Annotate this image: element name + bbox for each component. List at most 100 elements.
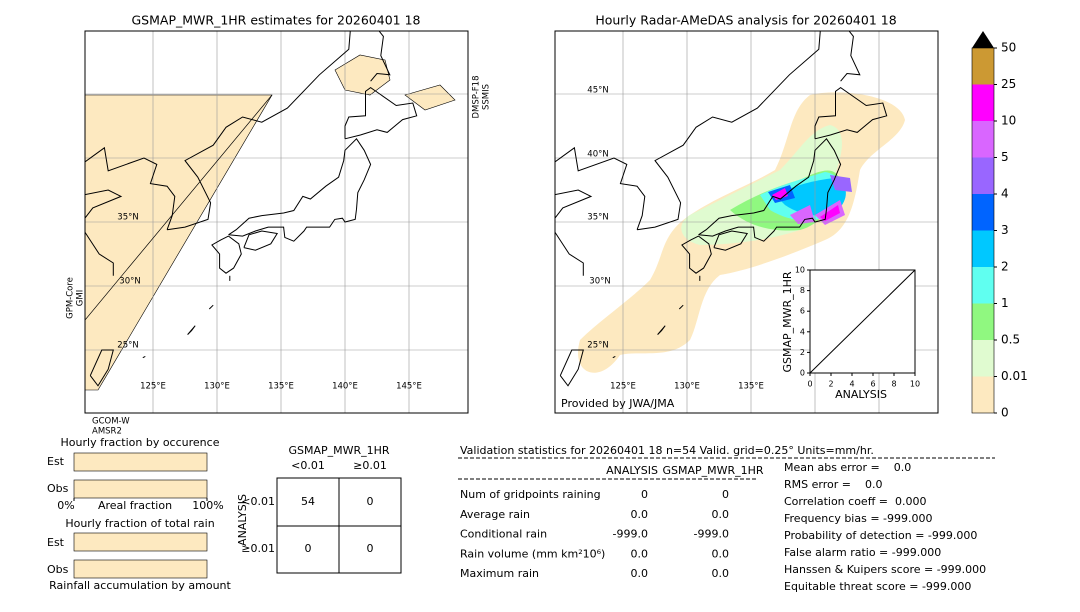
lon-label: 140°E	[332, 382, 358, 392]
fraction-box	[73, 479, 208, 499]
cell-value: 0	[367, 495, 374, 508]
lon-label: 125°E	[140, 382, 166, 392]
lat-label: 35°N	[117, 213, 138, 223]
lon-label: 135°E	[268, 382, 294, 392]
coastline	[678, 304, 684, 310]
lat-label: 35°N	[587, 213, 608, 223]
coastline	[211, 235, 242, 274]
y-tick-label: 8	[800, 286, 805, 295]
row-label: Maximum rain	[460, 567, 539, 580]
colorbar-extend	[972, 31, 994, 48]
lat-label: 40°N	[587, 150, 608, 160]
sensor-label: SSMIS	[482, 84, 492, 110]
sensor-label: DMSP-F18	[472, 76, 482, 119]
colorbar-segment	[972, 84, 994, 121]
score: Hanssen & Kuipers score = -999.000	[784, 563, 986, 576]
contingency-grid	[276, 477, 402, 574]
row-label: Est	[47, 536, 65, 549]
row-label: <0.01	[241, 495, 275, 508]
colorbar: 0 0.01 0.5 1 2 3 4 5 10 25 50	[971, 31, 1028, 420]
row-value: 0.0	[712, 508, 730, 521]
coastline	[243, 230, 279, 251]
row-value: 0	[641, 488, 648, 501]
x-tick-label: 2	[828, 380, 833, 389]
identity-line	[809, 269, 916, 374]
colorbar-tick-label: 50	[1001, 41, 1016, 55]
coastline	[637, 31, 821, 231]
table-title: GSMAP_MWR_1HR	[288, 444, 389, 457]
lon-label: 130°E	[204, 382, 230, 392]
y-tick-label: 10	[795, 266, 805, 275]
coastline	[840, 31, 861, 82]
cell-value: 54	[301, 495, 315, 508]
y-tick-label: 6	[800, 307, 805, 316]
row-label: ≥0.01	[241, 542, 275, 555]
colorbar-tick-label: 25	[1001, 77, 1016, 91]
y-tick-label: 2	[800, 348, 805, 357]
y-tick-label: 4	[800, 327, 805, 336]
colorbar-tick-label: 2	[1001, 260, 1009, 274]
score: False alarm ratio = -999.000	[784, 546, 941, 559]
y-axis-label: GSMAP_MWR_1HR	[781, 271, 794, 372]
colorbar-segment	[972, 340, 994, 377]
colorbar-tick-label: 4	[1001, 187, 1009, 201]
row-label: Average rain	[460, 508, 530, 521]
coastline	[657, 325, 666, 335]
panel-title: Hourly fraction by occurence	[61, 436, 220, 449]
score: Probability of detection = -999.000	[784, 529, 977, 542]
sensor-label: GMI	[76, 290, 86, 306]
coastline	[208, 304, 214, 310]
x-tick-label: 6	[870, 380, 875, 389]
scatter-inset: 0 2 4 6 8 10 0 2 4 6 8 10	[795, 266, 920, 389]
row-value: 0	[722, 488, 729, 501]
sensor-label: GCOM-W	[92, 417, 130, 427]
colorbar-segment	[972, 376, 994, 413]
x-axis-label: Areal fraction	[98, 499, 172, 512]
coastline	[187, 325, 196, 335]
right-map	[555, 31, 938, 413]
row-value: 0.0	[631, 508, 649, 521]
validation-table: Num of gridpoints raining 0 0 Average rain 0…	[460, 488, 729, 580]
x-tick-label: 8	[891, 380, 896, 389]
cell-value: 0	[367, 542, 374, 555]
colorbar-segment	[972, 230, 994, 267]
credit: Provided by JWA/JMA	[561, 397, 675, 410]
colorbar-tick-label: 5	[1001, 150, 1009, 164]
colorbar-segment	[972, 121, 994, 158]
lon-label: 135°E	[738, 382, 764, 392]
column-label: <0.01	[291, 459, 325, 472]
map-title: Hourly Radar-AMeDAS analysis for 2026040…	[595, 13, 896, 28]
coastline	[814, 86, 888, 140]
validation-header: Validation statistics for 20260401 18 n=…	[460, 444, 874, 457]
fraction-box	[73, 559, 208, 579]
x-axis-label: ANALYSIS	[835, 388, 887, 401]
colorbar-tick-label: 0.5	[1001, 333, 1020, 347]
column-label: ANALYSIS	[606, 464, 658, 477]
row-label: Obs	[47, 563, 69, 576]
sensor-label: GPM-Core	[66, 277, 76, 319]
row-label: Obs	[47, 482, 69, 495]
colorbar-segment	[972, 303, 994, 340]
colorbar-segment	[972, 157, 994, 194]
column-label: ≥0.01	[353, 459, 387, 472]
coastline	[85, 146, 176, 230]
map-frame	[554, 30, 939, 414]
map-title: GSMAP_MWR_1HR estimates for 20260401 18	[132, 13, 421, 28]
row-label: Est	[47, 455, 65, 468]
coastline	[713, 230, 749, 251]
coastline	[681, 235, 712, 274]
coastline	[698, 138, 842, 242]
sensor-label: AMSR2	[92, 427, 122, 437]
score: Mean abs error = 0.0	[784, 461, 911, 474]
y-tick-label: 0	[800, 369, 805, 378]
fraction-box	[73, 532, 208, 552]
column-label: GSMAP_MWR_1HR	[662, 464, 763, 477]
colorbar-tick-label: 10	[1001, 114, 1016, 128]
colorbar-tick-label: 0	[1001, 406, 1009, 420]
fraction-box	[73, 452, 208, 472]
row-label: Num of gridpoints raining	[460, 488, 601, 501]
lat-label: 30°N	[589, 277, 610, 287]
panel-title: Hourly fraction of total rain	[65, 517, 214, 530]
row-label: Conditional rain	[460, 528, 547, 541]
row-title: ANALYSIS	[236, 494, 249, 546]
